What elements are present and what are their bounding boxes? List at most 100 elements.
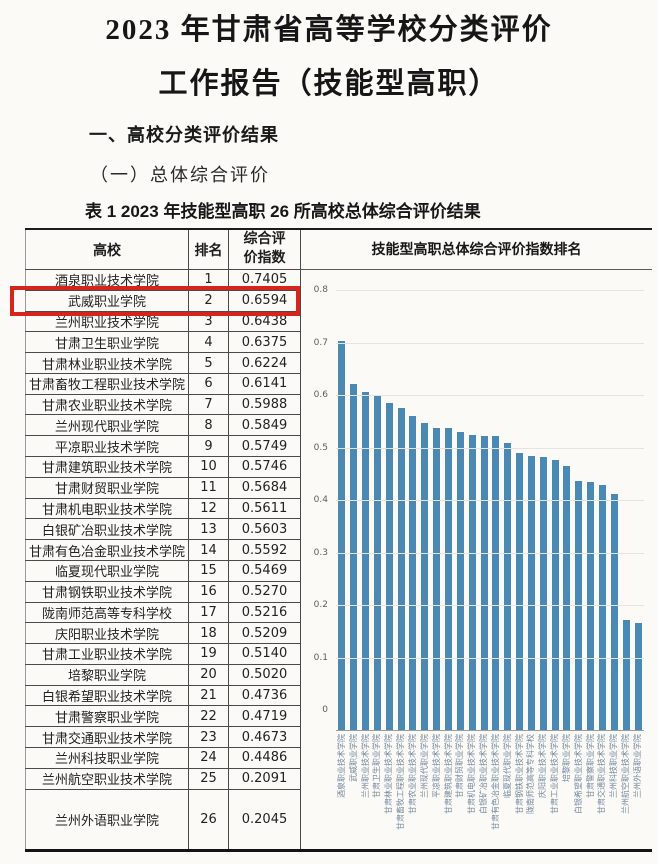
- index-cell: 0.4486: [228, 746, 301, 769]
- college-name-cell: 甘肃农业职业技术学院: [25, 393, 189, 416]
- bar-slot: [561, 310, 573, 730]
- results-table: 高校 排名 综合评价指数 酒泉职业技术学院 1 0.7405 武威职业学院 2 0.659…: [25, 230, 301, 849]
- x-axis-label: 甘肃财贸职业学院: [455, 734, 465, 798]
- gridline: [336, 342, 644, 344]
- bar-slot: [632, 310, 644, 730]
- college-name-cell: 兰州外语职业学院: [25, 788, 189, 849]
- college-name-cell: 甘肃钢铁职业技术学院: [25, 580, 189, 603]
- rank-cell: 6: [188, 372, 229, 395]
- x-axis-label-slot: 甘肃卫生职业学院: [372, 732, 384, 847]
- rank-cell: 13: [188, 518, 229, 541]
- index-cell: 0.5603: [228, 518, 301, 541]
- bar: [421, 423, 429, 730]
- rank-cell: 21: [188, 684, 229, 707]
- table-and-chart-zone: 高校 排名 综合评价指数 酒泉职业技术学院 1 0.7405 武威职业学院 2 0.659…: [25, 228, 652, 852]
- rank-cell: 15: [188, 559, 229, 582]
- table-row: 甘肃卫生职业学院 4 0.6375: [25, 331, 301, 354]
- index-cell: 0.2091: [228, 767, 301, 790]
- bar: [433, 428, 441, 730]
- x-axis-label-slot: 甘肃财贸职业学院: [454, 732, 466, 847]
- college-name-cell: 白银矿冶职业技术学院: [25, 518, 189, 541]
- table-row: 甘肃警察职业学院 22 0.4719: [25, 705, 301, 728]
- highlight-box: [10, 286, 300, 316]
- bar: [634, 623, 642, 730]
- gridline: [336, 290, 644, 291]
- bar: [516, 453, 524, 730]
- bar-slot: [490, 310, 502, 730]
- gridline: [336, 657, 644, 659]
- table-row: 甘肃交通职业技术学院 23 0.4673: [25, 726, 301, 748]
- table-row: 培黎职业学院 20 0.5020: [25, 663, 301, 686]
- college-name-cell: 甘肃警察职业学院: [25, 705, 189, 728]
- x-axis-label: 甘肃卫生职业学院: [372, 734, 382, 798]
- section-heading: 一、高校分类评价结果: [89, 125, 279, 145]
- x-axis-label-slot: 武威职业学院: [348, 732, 360, 847]
- college-name-cell: 甘肃畜牧工程职业技术学院: [25, 372, 189, 395]
- table-row: 酒泉职业技术学院 1 0.7405: [25, 269, 301, 291]
- bar: [551, 460, 559, 730]
- x-axis-label: 庆阳职业技术学院: [538, 734, 548, 798]
- x-axis-label: 甘肃农业职业技术学院: [407, 734, 417, 814]
- bar: [385, 403, 393, 730]
- college-name-cell: 临夏现代职业学院: [25, 559, 189, 582]
- bar-slot: [443, 310, 455, 730]
- bar-slot: [431, 310, 443, 730]
- bar-slot: [466, 310, 478, 730]
- table-row: 白银希望职业技术学院 21 0.4736: [25, 684, 301, 707]
- index-cell: 0.5469: [228, 559, 301, 582]
- x-axis-label: 兰州航空职业技术学院: [621, 734, 631, 814]
- x-axis-label: 兰州科技职业学院: [609, 734, 619, 798]
- college-name-cell: 甘肃交通职业技术学院: [25, 726, 189, 748]
- x-axis-label: 甘肃警察职业学院: [585, 734, 595, 798]
- results-table-body: 酒泉职业技术学院 1 0.7405 武威职业学院 2 0.6594 兰州职业技术学院 3 0.6…: [25, 269, 301, 849]
- table-row: 甘肃钢铁职业技术学院 16 0.5270: [25, 580, 301, 603]
- rank-cell: 5: [188, 352, 229, 374]
- college-name-cell: 培黎职业学院: [25, 663, 189, 686]
- college-name-cell: 陇南师范高等专科学校: [25, 601, 189, 624]
- index-cell: 0.5209: [228, 622, 301, 645]
- bar: [409, 416, 417, 730]
- rank-cell: 9: [188, 435, 229, 458]
- bar: [397, 408, 405, 730]
- x-axis-label-slot: 兰州航空职业技术学院: [620, 732, 632, 847]
- bar-slot: [585, 310, 597, 730]
- x-axis-label: 兰州外语职业学院: [633, 734, 643, 798]
- bar-slot: [454, 310, 466, 730]
- bar-slot: [407, 310, 419, 730]
- gridline: [336, 395, 644, 396]
- x-axis-label: 白银希望职业技术学院: [573, 734, 583, 814]
- bar-series: [336, 310, 644, 730]
- index-cell: 0.5988: [228, 393, 301, 416]
- x-axis-label-slot: 庆阳职业技术学院: [537, 732, 549, 847]
- x-axis-label-slot: 兰州现代职业学院: [419, 732, 431, 847]
- x-axis-label: 甘肃畜牧工程职业技术学院: [396, 734, 406, 830]
- bar: [362, 392, 370, 730]
- x-axis-label-slot: 甘肃林业职业技术学院: [383, 732, 395, 847]
- y-axis-labels: 0.8 0.7 0.6 0.5 0.4 0.3 0.2 0.1 0: [301, 270, 333, 849]
- bar: [492, 436, 500, 730]
- rank-cell: 14: [188, 539, 229, 561]
- x-axis-label-slot: 甘肃警察职业学院: [585, 732, 597, 847]
- table-row: 甘肃农业职业技术学院 7 0.5988: [25, 393, 301, 416]
- bar-slot: [573, 310, 585, 730]
- bar-slot: [348, 310, 360, 730]
- bar-slot: [597, 310, 609, 730]
- college-name-cell: 庆阳职业技术学院: [25, 622, 189, 645]
- table-row: 甘肃工业职业技术学院 19 0.5140: [25, 643, 301, 665]
- rank-cell: 26: [188, 788, 229, 849]
- index-cell: 0.4719: [228, 705, 301, 728]
- table-header-index: 综合评价指数: [228, 230, 301, 270]
- college-name-cell: 兰州科技职业学院: [25, 746, 189, 769]
- bar-slot: [608, 310, 620, 730]
- bar: [527, 456, 535, 730]
- x-axis-label: 甘肃工业职业技术学院: [550, 734, 560, 814]
- x-axis-label: 培黎职业学院: [561, 734, 571, 782]
- x-axis-label: 甘肃建筑职业技术学院: [443, 734, 453, 814]
- y-axis-tick-label: 0.5: [313, 442, 328, 453]
- bar: [622, 620, 630, 730]
- index-cell: 0.5611: [228, 497, 301, 520]
- x-axis-label: 武威职业学院: [348, 734, 358, 782]
- table-row: 甘肃机电职业技术学院 12 0.5611: [25, 497, 301, 520]
- college-name-cell: 平凉职业技术学院: [25, 435, 189, 458]
